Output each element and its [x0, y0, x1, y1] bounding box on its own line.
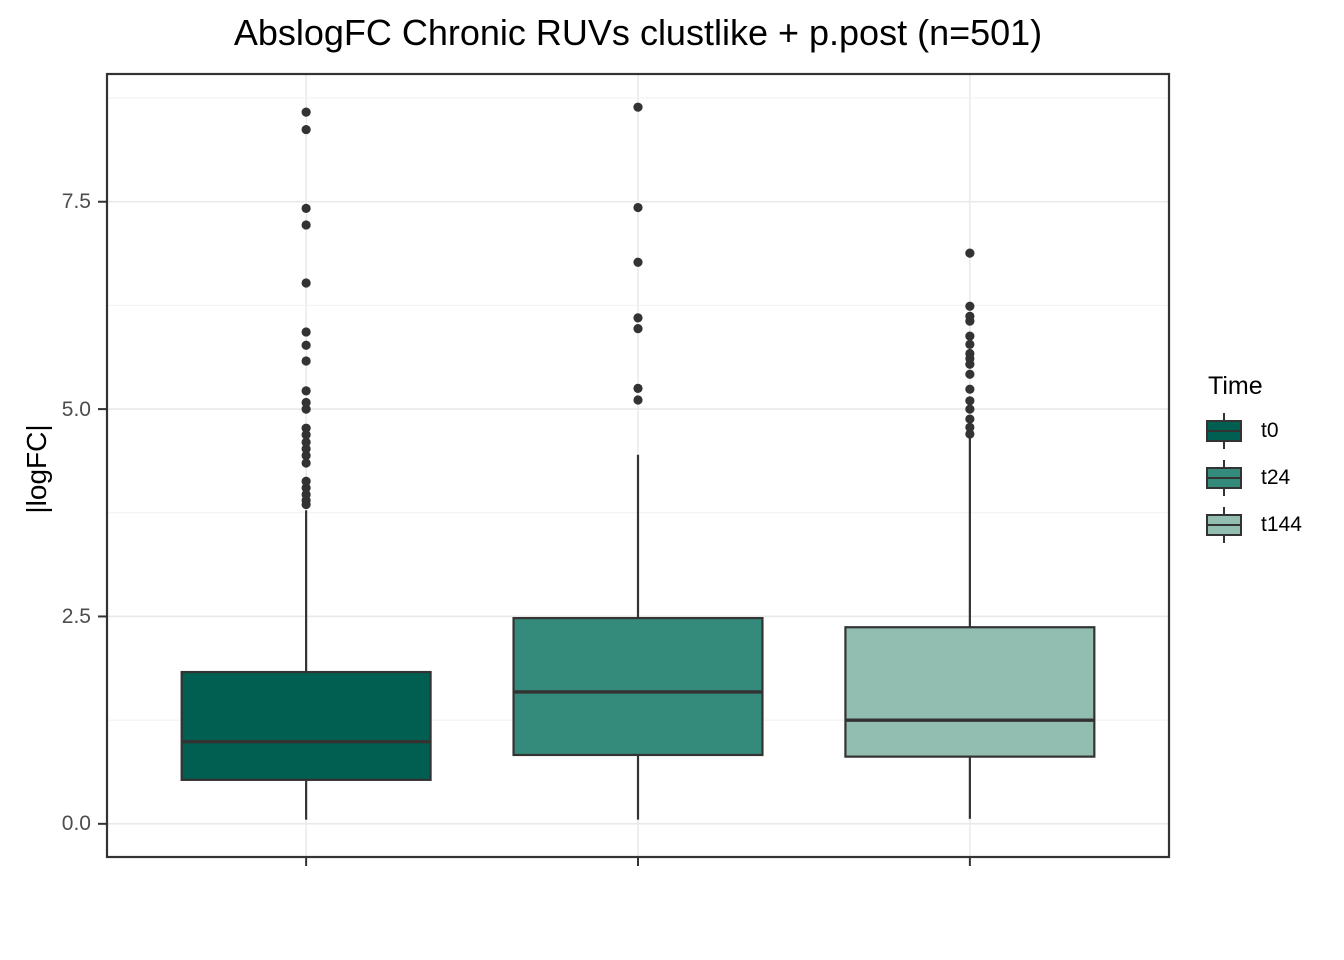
outlier-point-t0 [301, 107, 311, 117]
outlier-point-t144 [965, 311, 975, 321]
legend-item-label: t0 [1261, 419, 1279, 442]
outlier-point-t24 [633, 395, 643, 405]
outlier-point-t144 [965, 301, 975, 311]
legend-key-boxplot-icon [1206, 507, 1242, 543]
outlier-point-t0 [301, 458, 311, 468]
outlier-point-t0 [301, 386, 311, 396]
outlier-point-t0 [301, 124, 311, 135]
box-t0 [180, 670, 432, 781]
outlier-point-t0 [301, 430, 311, 440]
legend-item-label: t144 [1261, 513, 1302, 536]
outlier-point-t144 [965, 348, 975, 359]
legend-item-label: t24 [1261, 466, 1291, 489]
outlier-point-t144 [965, 396, 975, 406]
outlier-point-t24 [633, 383, 643, 393]
outlier-point-t0 [301, 397, 311, 408]
legend-key-boxplot-icon [1206, 413, 1242, 449]
outlier-point-t24 [633, 257, 643, 267]
legend-key-boxplot-icon [1206, 460, 1242, 496]
outlier-point-t0 [301, 404, 311, 414]
outlier-point-t0 [301, 340, 311, 350]
outlier-point-t0 [301, 327, 311, 337]
legend-title: Time [1208, 372, 1263, 400]
box-t144 [844, 626, 1096, 758]
outlier-point-t144 [965, 339, 975, 350]
outlier-point-t144 [965, 404, 975, 414]
outlier-point-t144 [965, 422, 975, 432]
outlier-point-t144 [965, 384, 975, 394]
legend-item-t0: t0 [1204, 411, 1344, 451]
outlier-point-t24 [633, 102, 643, 112]
y-tick-label: 2.5 [61, 604, 91, 628]
outlier-point-t0 [301, 356, 311, 366]
outlier-point-t0 [301, 220, 311, 230]
outlier-point-t0 [301, 450, 311, 461]
outlier-point-t24 [633, 313, 643, 323]
outlier-point-t0 [301, 483, 311, 493]
outlier-point-t144 [965, 331, 975, 341]
outlier-point-t144 [965, 414, 975, 424]
outlier-point-t0 [301, 489, 311, 500]
outlier-point-t144 [965, 369, 975, 379]
outlier-point-t0 [301, 423, 311, 433]
legend-items: t0 t24 t144 [1204, 411, 1344, 545]
outlier-point-t144 [965, 248, 975, 258]
outlier-point-t0 [301, 203, 311, 213]
y-tick-label: 0.0 [61, 812, 91, 836]
outlier-point-t144 [965, 429, 975, 439]
chart-title: AbslogFC Chronic RUVs clustlike + p.post… [233, 12, 1043, 53]
legend-item-t24: t24 [1204, 458, 1344, 498]
legend: Time t0 t24 t144 [1204, 372, 1344, 552]
outlier-point-t0 [301, 437, 311, 447]
outlier-point-t24 [633, 324, 643, 334]
outlier-point-t0 [301, 278, 311, 288]
y-tick-label: 5.0 [61, 397, 91, 421]
outlier-point-t24 [633, 202, 643, 213]
outlier-point-t0 [301, 444, 311, 454]
box-t24 [512, 617, 764, 757]
y-tick-label: 7.5 [61, 190, 91, 214]
outlier-point-t0 [301, 476, 311, 486]
legend-item-t144: t144 [1204, 505, 1344, 545]
